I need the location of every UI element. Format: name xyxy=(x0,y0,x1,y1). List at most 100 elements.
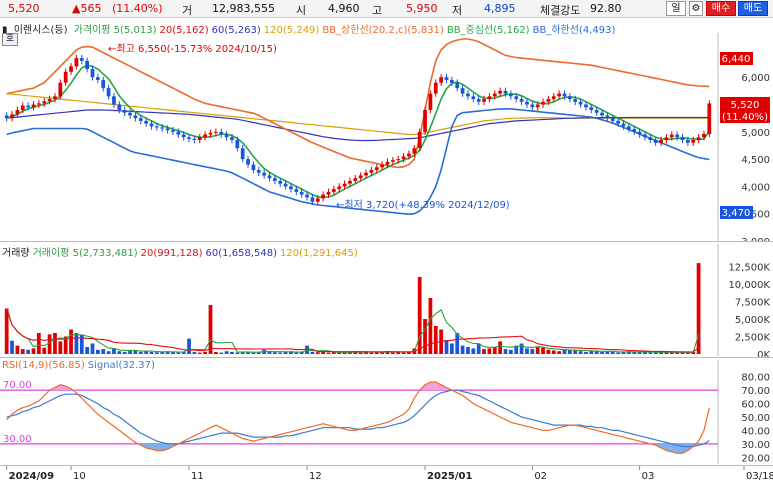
volume-ma5-line xyxy=(6,308,700,353)
volume-bar xyxy=(176,352,181,354)
volume-bar xyxy=(294,352,299,354)
sell-button[interactable]: 매도 xyxy=(738,1,768,16)
volume-bar xyxy=(299,351,304,354)
candle-body xyxy=(610,118,615,121)
quote-tag-button[interactable]: 호 xyxy=(2,33,18,46)
volume-bar xyxy=(133,350,138,354)
candle-body xyxy=(417,131,422,149)
period-day-button[interactable]: 일 xyxy=(666,1,686,16)
volume-bar xyxy=(58,341,63,354)
open-value: 4,960 xyxy=(328,2,360,15)
volume-bar xyxy=(600,351,604,354)
rsi-y-tick-label: 40.00 xyxy=(741,426,770,437)
candle-body xyxy=(278,180,283,184)
volume-bar xyxy=(385,351,390,354)
candle-body xyxy=(128,112,132,116)
candle-body xyxy=(251,164,256,171)
candle-body xyxy=(444,77,449,80)
volume-bar xyxy=(315,352,320,354)
volume-bar xyxy=(546,349,551,354)
volume-ma20-line xyxy=(6,308,699,353)
current-price-tag-box xyxy=(720,97,770,123)
candle-body xyxy=(337,186,342,190)
volume-bar xyxy=(165,351,170,354)
volume-bar xyxy=(101,349,106,354)
volume-bar xyxy=(331,351,336,354)
price-legend-item: 120(5,249) xyxy=(263,25,320,36)
rsi-line xyxy=(6,381,710,454)
candle-body xyxy=(256,170,261,173)
volume-bar xyxy=(197,352,202,354)
buy-button[interactable]: 매수 xyxy=(706,1,736,16)
candle-body xyxy=(305,194,309,198)
volume-bar xyxy=(396,351,401,354)
x-axis-labels: 2024/09 10 11 12 2025/01 02 03 03/18 xyxy=(6,466,773,482)
rsi-upper-label: 70.00 xyxy=(3,380,32,391)
candle-body xyxy=(525,101,529,105)
high-label: 고 xyxy=(372,4,383,17)
price-legend-item: 20(5,162) xyxy=(159,25,209,36)
volume-bar xyxy=(47,334,52,354)
candle-body xyxy=(702,133,706,138)
candle-body xyxy=(460,88,465,94)
candle-body xyxy=(487,96,492,100)
volume-bar xyxy=(358,352,363,354)
quote-header: 5,520 ▲565 (11.40%) 거 12,983,555 시 4,960… xyxy=(0,0,773,18)
candle-body xyxy=(240,148,245,160)
volume-y-tick-label: 7,500K xyxy=(735,298,771,309)
signal-line xyxy=(6,389,710,448)
candle-body xyxy=(707,103,712,134)
volume-bar xyxy=(578,351,583,354)
candle-body xyxy=(289,186,293,190)
candle-body xyxy=(449,79,454,83)
volume-bar xyxy=(246,351,250,354)
volume-y-tick-label: 2,500K xyxy=(735,333,771,344)
volume-bar xyxy=(267,351,272,354)
candle-body xyxy=(112,96,116,105)
volume-bar xyxy=(337,352,342,354)
candle-body xyxy=(74,58,79,67)
volume-legend-item: 거래량 xyxy=(2,248,30,259)
candle-body xyxy=(600,112,604,116)
low-tag-box xyxy=(720,206,753,219)
volume-legend: 거래량 거래이평 5(2,733,481) 20(991,128) 60(1,658,… xyxy=(2,244,364,259)
candle-body xyxy=(691,140,696,143)
volume-bar xyxy=(160,351,165,354)
volume-bar xyxy=(482,349,486,354)
current-pct-tag: (11.40%) xyxy=(722,112,768,123)
volume-bar xyxy=(36,333,41,354)
candle-body xyxy=(230,137,234,140)
candle-body xyxy=(246,159,250,165)
candle-body xyxy=(433,82,438,94)
volume-bar xyxy=(487,348,492,354)
volume-bar xyxy=(653,351,658,354)
candle-body xyxy=(423,109,427,132)
candle-body xyxy=(321,194,326,199)
panel-marker: ▮ xyxy=(2,25,8,36)
candle-body xyxy=(471,96,476,100)
candle-body xyxy=(187,137,191,139)
volume-bar xyxy=(567,349,572,354)
volume-bar xyxy=(235,352,240,354)
volume-bar xyxy=(691,351,696,354)
rsi-chart: 80.00 70.00 60.00 50.00 40.00 30.00 20.00 70.00… xyxy=(0,360,770,464)
volume-bar xyxy=(256,351,261,354)
rsi-lower-label: 30.00 xyxy=(3,434,32,445)
x-axis: 2024/09 10 11 12 2025/01 02 03 03/18 xyxy=(0,465,773,482)
volume-bar xyxy=(203,351,208,354)
candle-body xyxy=(149,123,154,127)
candle-body xyxy=(310,197,315,202)
candle-body xyxy=(557,93,562,97)
price-y-tick-label: 6,000 xyxy=(741,73,770,84)
candle-body xyxy=(272,178,277,181)
settings-icon[interactable]: ⚙ xyxy=(689,1,703,16)
volume-bar xyxy=(4,308,9,354)
bb-upper-line xyxy=(6,38,710,169)
volume-bar xyxy=(562,349,567,354)
strength-label: 체결강도 xyxy=(540,4,581,17)
candle-body xyxy=(36,103,41,105)
candle-body xyxy=(106,88,111,97)
volume-bar xyxy=(181,351,186,354)
candle-body xyxy=(643,134,647,138)
